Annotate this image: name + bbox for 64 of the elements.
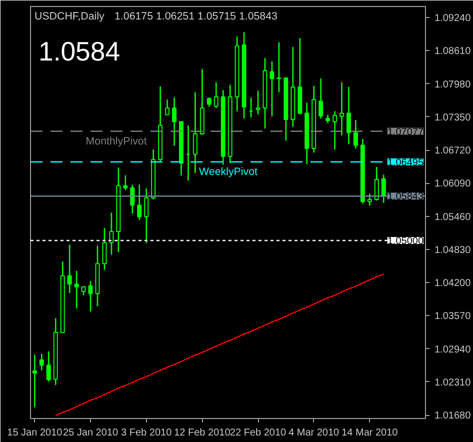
y-tick-label: 1.07350 (434, 112, 472, 124)
candlestick (312, 85, 316, 154)
candlestick (206, 96, 212, 108)
candlestick (262, 57, 268, 130)
x-tick-label: 12 Feb 2010 (174, 428, 231, 438)
annotation: 1.0584 (38, 36, 120, 66)
annotation: 1.07077 (387, 126, 424, 138)
candlestick (304, 102, 310, 165)
x-tick-label: 22 Feb 2010 (230, 428, 287, 438)
line-series (55, 274, 384, 416)
candlestick (374, 166, 379, 202)
candlestick (332, 110, 338, 150)
y-tick-label: 1.01680 (434, 410, 472, 422)
x-tick-label: 25 Jan 2010 (62, 428, 118, 438)
candlestick (39, 353, 44, 371)
candlestick (220, 89, 226, 166)
y-tick-label: 1.02940 (434, 344, 472, 356)
candlestick (74, 270, 79, 309)
candlestick (298, 37, 302, 115)
annotation: 1.06495 (387, 157, 424, 168)
y-tick-label: 1.04200 (434, 278, 472, 290)
ref-line-label: WeeklyPivot (199, 166, 258, 178)
candlestick (109, 212, 114, 256)
candlestick (137, 184, 142, 221)
candlestick (214, 82, 218, 109)
candlestick (270, 60, 274, 118)
y-tick-label: 1.04830 (434, 244, 472, 256)
candlestick (172, 96, 177, 146)
x-tick-label: 15 Jan 2010 (7, 428, 63, 438)
y-tick-label: 1.06720 (434, 146, 472, 157)
x-tick-label: 4 Mar 2010 (288, 428, 340, 438)
candlestick (116, 166, 121, 253)
candlestick (60, 260, 65, 333)
candlestick (318, 78, 324, 120)
annotation: 1.05000 (387, 236, 424, 247)
y-tick-label: 1.07980 (434, 79, 472, 90)
y-tick-label: 1.02310 (434, 377, 472, 388)
x-tick-label: 3 Feb 2010 (121, 428, 172, 438)
chart-title: USDCHF,Daily (34, 10, 106, 22)
candlestick (53, 318, 58, 386)
y-tick-label: 1.08610 (434, 46, 472, 58)
candlestick (200, 68, 204, 136)
candlestick (144, 188, 149, 244)
candlestick (151, 148, 156, 200)
x-tick-label: 14 Mar 2010 (342, 428, 398, 438)
candlestick (130, 184, 135, 214)
candlestick (346, 86, 351, 145)
y-tick-label: 1.05460 (434, 212, 472, 223)
candlestick (46, 350, 51, 382)
candlestick (353, 119, 358, 150)
candlestick (32, 354, 37, 408)
candlestick (360, 138, 365, 204)
candlestick (381, 174, 386, 204)
candlestick (340, 82, 344, 136)
y-tick-label: 1.09240 (434, 13, 472, 24)
candlestick (234, 36, 240, 112)
y-tick-label: 1.06090 (434, 178, 472, 190)
ref-line-label: MonthlyPivot (86, 135, 147, 148)
candlestick (192, 92, 198, 174)
candlestick (276, 42, 282, 93)
chart-subtitle: 1.06175 1.06251 1.05715 1.05843 (114, 10, 278, 22)
y-tick-label: 1.03570 (434, 311, 472, 322)
candlestick (326, 114, 330, 124)
candlestick (242, 32, 246, 120)
